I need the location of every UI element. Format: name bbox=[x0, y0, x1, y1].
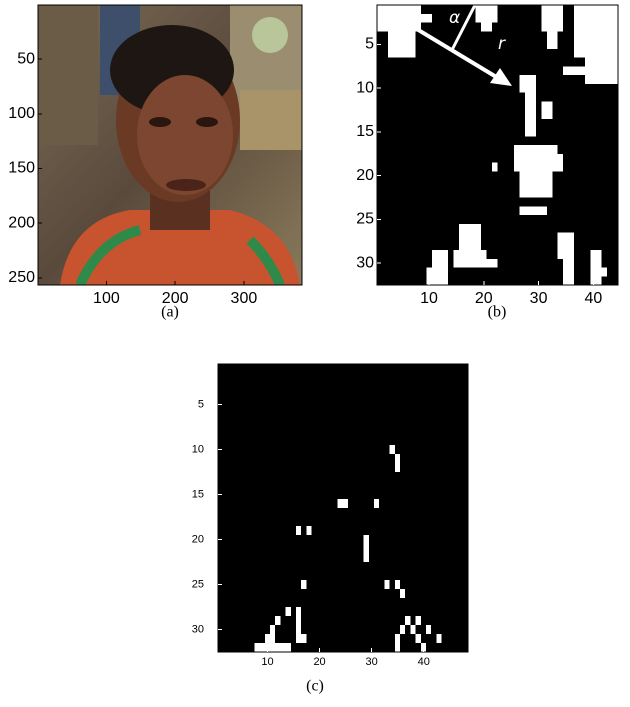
y-tick-label: 5 bbox=[365, 36, 374, 53]
y-tick-label: 10 bbox=[192, 443, 204, 455]
y-tick-label: 30 bbox=[192, 623, 204, 635]
figure: α r (a) (b) (c) 100200300501001502002501… bbox=[0, 0, 630, 707]
caption: (c) bbox=[306, 678, 324, 695]
x-tick-label: 40 bbox=[418, 656, 430, 668]
x-tick-label: 30 bbox=[366, 656, 378, 668]
x-tick-label: 40 bbox=[584, 290, 602, 307]
y-tick-label: 15 bbox=[192, 488, 204, 500]
y-tick-label: 30 bbox=[356, 254, 374, 271]
x-tick-label: 300 bbox=[231, 290, 258, 307]
y-tick-label: 25 bbox=[356, 211, 374, 228]
y-tick-label: 150 bbox=[8, 160, 35, 177]
annotation: r bbox=[498, 34, 506, 54]
y-tick-label: 10 bbox=[356, 79, 374, 96]
x-tick-label: 30 bbox=[530, 290, 548, 307]
y-tick-label: 20 bbox=[356, 167, 374, 184]
x-tick-label: 100 bbox=[93, 290, 120, 307]
x-tick-label: 10 bbox=[420, 290, 438, 307]
y-tick-label: 250 bbox=[8, 269, 35, 286]
y-tick-label: 100 bbox=[8, 105, 35, 122]
x-tick-label: 200 bbox=[162, 290, 189, 307]
y-tick-label: 20 bbox=[192, 533, 204, 545]
y-tick-label: 25 bbox=[192, 578, 204, 590]
annotation: α bbox=[449, 8, 460, 28]
x-tick-label: 20 bbox=[475, 290, 493, 307]
x-tick-label: 10 bbox=[261, 656, 273, 668]
y-tick-label: 5 bbox=[198, 398, 204, 410]
y-tick-label: 15 bbox=[356, 123, 374, 140]
x-tick-label: 20 bbox=[313, 656, 325, 668]
y-tick-label: 50 bbox=[17, 50, 35, 67]
y-tick-label: 200 bbox=[8, 214, 35, 231]
photo bbox=[38, 5, 302, 285]
